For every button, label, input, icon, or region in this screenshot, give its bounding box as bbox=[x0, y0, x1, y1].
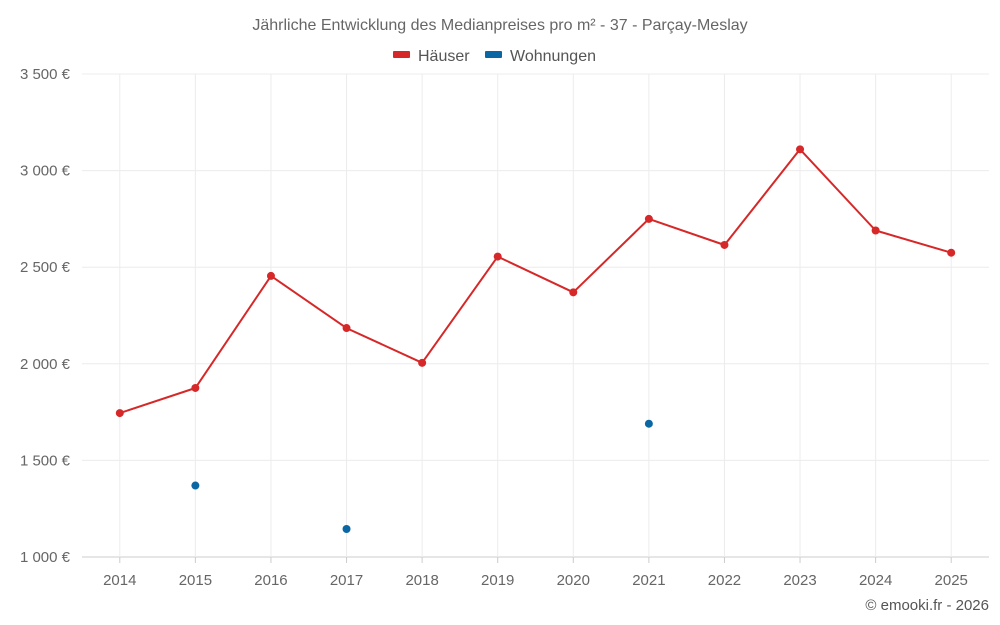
data-point-wohnungen-2015[interactable] bbox=[191, 481, 200, 490]
x-tick-label: 2015 bbox=[179, 572, 212, 589]
data-point-haeuser-2025[interactable] bbox=[947, 248, 956, 257]
y-tick-label: 1 500 € bbox=[20, 452, 71, 469]
x-tick-label: 2020 bbox=[557, 572, 590, 589]
x-tick-label: 2025 bbox=[935, 572, 968, 589]
credit-text: © emooki.fr - 2026 bbox=[865, 597, 989, 614]
legend-swatch-haeuser bbox=[393, 51, 410, 58]
legend-label-haeuser: Häuser bbox=[418, 48, 470, 65]
legend-item-wohnungen[interactable]: Wohnungen bbox=[485, 48, 596, 65]
x-tick-label: 2024 bbox=[859, 572, 892, 589]
data-point-haeuser-2018[interactable] bbox=[418, 358, 427, 367]
legend-label-wohnungen: Wohnungen bbox=[510, 48, 596, 65]
y-axis: 1 000 € 1 500 € 2 000 € 2 500 € 3 000 € 3 500… bbox=[20, 66, 71, 566]
data-point-haeuser-2022[interactable] bbox=[720, 240, 729, 249]
data-point-wohnungen-2017[interactable] bbox=[342, 524, 351, 533]
data-point-wohnungen-2021[interactable] bbox=[644, 419, 653, 428]
series-layer bbox=[115, 145, 956, 533]
x-tick-label: 2016 bbox=[254, 572, 287, 589]
y-tick-label: 1 000 € bbox=[20, 549, 71, 566]
data-point-haeuser-2023[interactable] bbox=[796, 145, 805, 154]
grid bbox=[82, 73, 989, 558]
data-point-haeuser-2015[interactable] bbox=[191, 383, 200, 392]
y-tick-label: 3 500 € bbox=[20, 66, 71, 83]
x-axis: 2014 2015 2016 2017 2018 2019 2020 2021 2022 2023… bbox=[103, 557, 968, 589]
y-tick-label: 2 000 € bbox=[20, 356, 71, 373]
data-point-haeuser-2021[interactable] bbox=[644, 214, 653, 223]
series-line-haeuser bbox=[119, 148, 952, 415]
x-tick-label: 2019 bbox=[481, 572, 514, 589]
legend-swatch-wohnungen bbox=[485, 51, 502, 58]
legend: Häuser Wohnungen bbox=[393, 48, 596, 65]
x-tick-label: 2021 bbox=[632, 572, 665, 589]
data-point-haeuser-2017[interactable] bbox=[342, 324, 351, 333]
x-tick-label: 2018 bbox=[405, 572, 438, 589]
x-tick-label: 2014 bbox=[103, 572, 136, 589]
data-point-haeuser-2024[interactable] bbox=[871, 226, 880, 235]
y-tick-label: 3 000 € bbox=[20, 163, 71, 180]
x-tick-label: 2017 bbox=[330, 572, 363, 589]
data-point-haeuser-2014[interactable] bbox=[115, 409, 124, 418]
legend-item-haeuser[interactable]: Häuser bbox=[393, 48, 470, 65]
chart-title: Jährliche Entwicklung des Medianpreises … bbox=[252, 17, 747, 34]
data-point-haeuser-2016[interactable] bbox=[266, 271, 275, 280]
data-point-haeuser-2020[interactable] bbox=[569, 288, 578, 297]
y-tick-label: 2 500 € bbox=[20, 259, 71, 276]
x-tick-label: 2023 bbox=[783, 572, 816, 589]
data-point-haeuser-2019[interactable] bbox=[493, 252, 502, 261]
x-tick-label: 2022 bbox=[708, 572, 741, 589]
